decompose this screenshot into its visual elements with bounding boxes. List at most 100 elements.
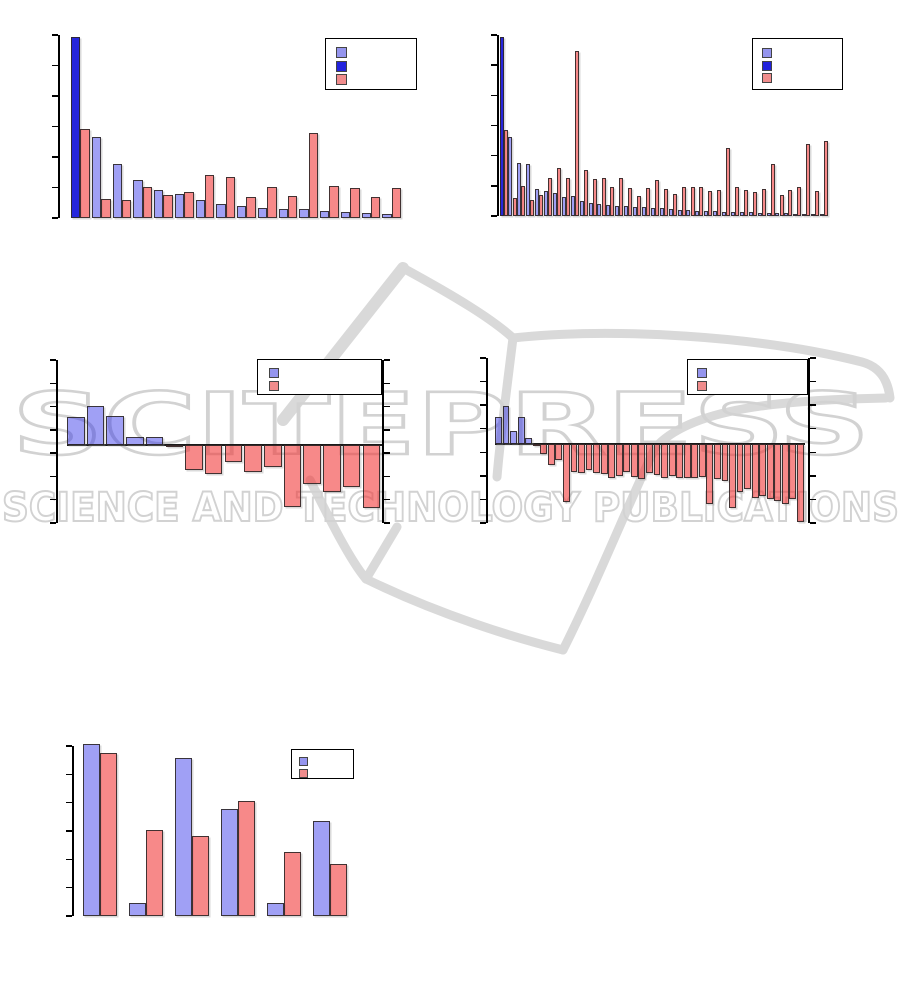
bar-negative xyxy=(713,444,721,480)
legend-entry xyxy=(336,60,353,72)
bar-blue xyxy=(129,903,146,916)
bar-positive xyxy=(67,417,85,445)
bar-red xyxy=(530,199,535,216)
bar-negative xyxy=(578,444,585,473)
bar-blue xyxy=(730,211,735,216)
bar-blue xyxy=(361,213,371,218)
axis-tick xyxy=(491,154,497,157)
bar-red xyxy=(350,188,360,218)
bar-blue xyxy=(624,205,629,216)
bar-red xyxy=(557,167,562,216)
axis-tick xyxy=(480,427,486,430)
legend-swatch-red xyxy=(697,381,707,391)
axis-tick xyxy=(809,498,816,501)
bar-blue xyxy=(71,37,81,218)
bar-red xyxy=(330,864,347,916)
bar-blue xyxy=(704,210,709,216)
bar-blue xyxy=(633,207,638,216)
bar-negative xyxy=(585,444,593,471)
bar-negative xyxy=(532,444,540,447)
bar-blue xyxy=(257,208,268,218)
bar-red xyxy=(610,186,615,216)
bar-blue xyxy=(299,209,309,218)
bar-negative xyxy=(323,445,341,493)
bar-blue xyxy=(579,200,584,216)
bar-negative xyxy=(630,444,638,477)
bar-red xyxy=(80,129,90,218)
legend-swatch-red xyxy=(299,768,308,778)
bar-blue xyxy=(91,136,102,218)
bar-positive xyxy=(86,405,105,445)
axis-tick xyxy=(50,498,56,501)
bar-red xyxy=(601,177,606,216)
bar-red xyxy=(503,130,508,216)
bar-blue xyxy=(784,213,789,216)
bar-positive xyxy=(495,416,502,444)
bar-blue xyxy=(499,37,504,216)
legend-entry xyxy=(762,73,778,84)
bar-red xyxy=(225,177,236,218)
axis-tick xyxy=(383,475,390,478)
bar-blue xyxy=(793,213,798,216)
bar-negative xyxy=(766,444,774,500)
legend-entry xyxy=(762,48,778,58)
y-axis xyxy=(56,360,58,523)
axis-tick xyxy=(383,452,390,454)
bar-red xyxy=(238,800,255,916)
axis-tick xyxy=(66,886,72,889)
bar-red xyxy=(204,175,215,218)
bar-negative xyxy=(797,444,804,523)
bar-negative xyxy=(362,445,380,509)
axis-tick xyxy=(809,427,816,430)
bar-red xyxy=(779,194,784,216)
axis-tick xyxy=(383,359,390,361)
bar-negative xyxy=(185,445,203,470)
bar-blue xyxy=(267,903,284,916)
bar-negative xyxy=(555,444,563,460)
axis-tick xyxy=(50,522,56,524)
bar-negative xyxy=(736,444,744,492)
bar-red xyxy=(726,147,731,216)
bar-red xyxy=(100,752,117,916)
axis-tick xyxy=(480,380,486,383)
legend-box xyxy=(291,749,354,779)
bar-red xyxy=(637,195,642,216)
axis-tick xyxy=(491,215,497,217)
bar-negative xyxy=(540,444,548,455)
bar-blue xyxy=(517,163,522,216)
bar-negative xyxy=(562,444,570,502)
bar-negative xyxy=(698,444,706,477)
legend-entry xyxy=(336,47,353,58)
bar-negative xyxy=(653,444,661,476)
bar-blue xyxy=(278,208,288,218)
bar-red xyxy=(284,852,301,916)
bar-negative xyxy=(661,444,668,478)
legend-box xyxy=(257,359,382,395)
axis-tick xyxy=(809,404,816,406)
legend-swatch-light-blue xyxy=(269,368,279,378)
bar-blue xyxy=(237,206,247,218)
bar-blue xyxy=(650,207,655,216)
axis-tick xyxy=(52,217,58,219)
bar-blue xyxy=(340,211,351,218)
legend-box xyxy=(752,38,843,90)
bar-negative xyxy=(781,444,789,504)
bar-blue xyxy=(775,213,780,216)
bar-blue xyxy=(695,210,700,216)
bar-red xyxy=(663,189,668,216)
bar-negative xyxy=(608,444,616,478)
bar-red xyxy=(761,189,766,216)
axis-tick xyxy=(809,380,816,383)
bar-red xyxy=(752,192,757,216)
axis-tick xyxy=(809,475,816,477)
bar-blue xyxy=(320,210,330,218)
bar-negative xyxy=(600,444,608,475)
bar-blue xyxy=(677,209,682,216)
bar-red xyxy=(267,187,277,218)
bar-red xyxy=(708,190,713,216)
bar-blue xyxy=(819,214,824,217)
bar-red xyxy=(806,144,811,216)
